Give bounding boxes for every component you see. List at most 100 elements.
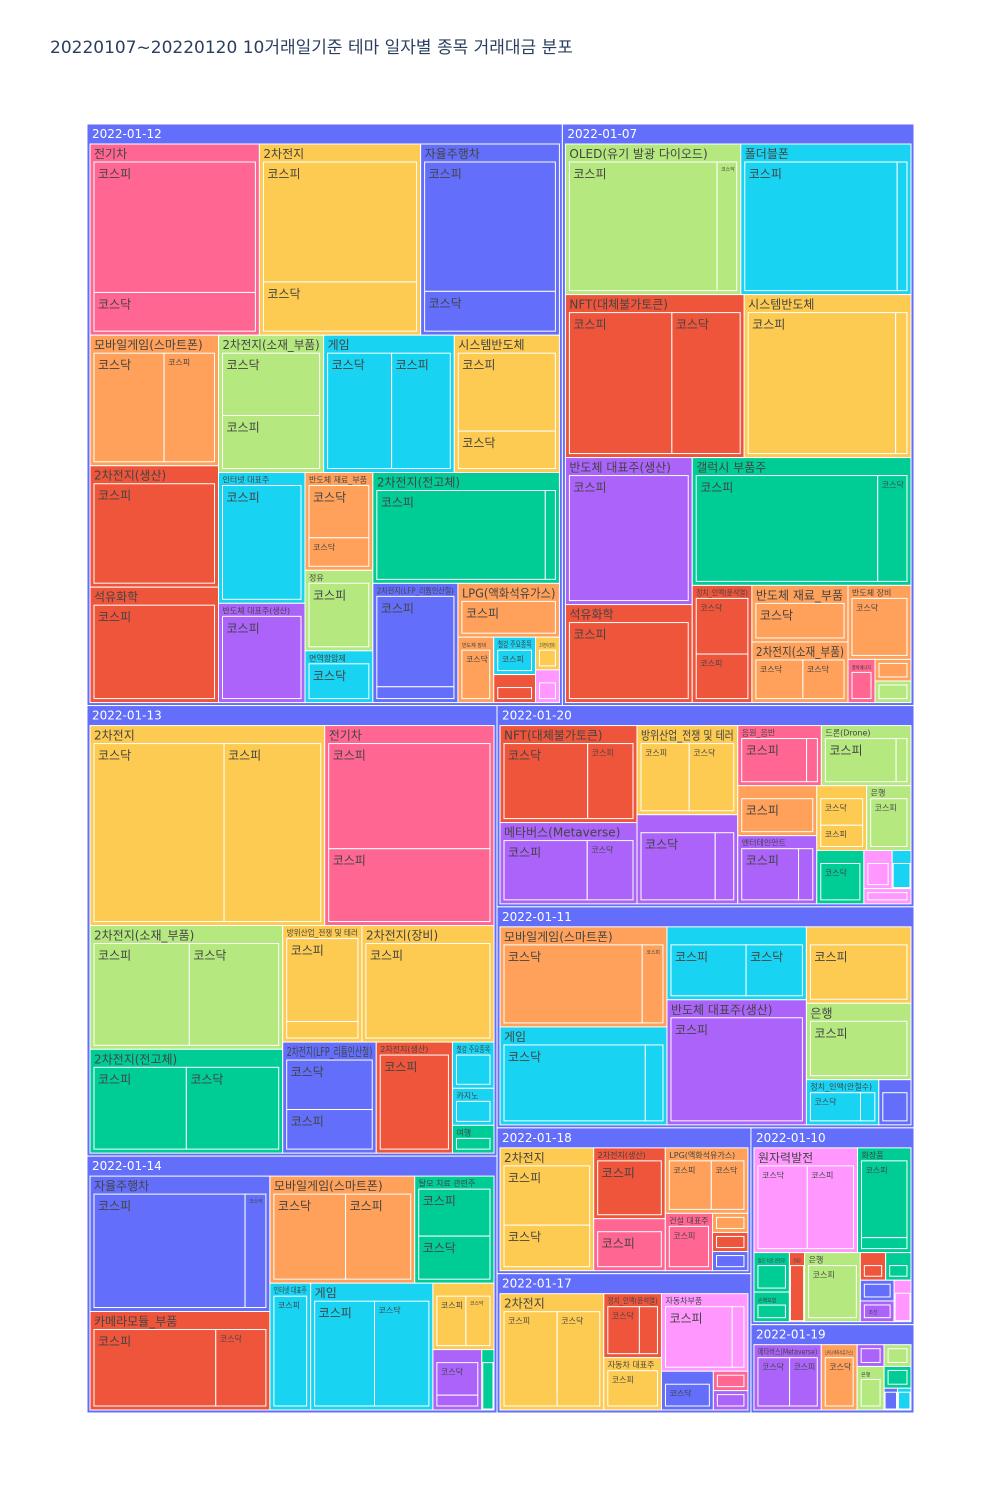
theme-label: 2차전지(소재_부품): [223, 338, 320, 352]
market-tile: [286, 938, 359, 1022]
market-label: 코스피: [508, 1317, 530, 1326]
market-label: 코스피: [228, 749, 261, 763]
market-label: 코스피: [98, 1199, 131, 1213]
market-tile: [482, 1362, 494, 1410]
market-label: 코스피: [573, 481, 606, 495]
theme-label: LPG(액화석유가스): [825, 1350, 853, 1357]
theme-label: 반도체 장비: [852, 587, 891, 597]
theme-label: 인터넷 대표주: [223, 475, 270, 485]
market-tile: [93, 1329, 217, 1407]
theme-label: 2차전지(생산): [598, 1150, 646, 1160]
market-label: 코스피: [814, 1026, 847, 1040]
theme-label: LPG(액화석유가스): [669, 1150, 735, 1160]
market-tile: [93, 1066, 187, 1150]
market-tile: [223, 743, 322, 923]
theme-label: 2차전지: [94, 729, 135, 743]
theme-label: 2차전지(소재_부품): [94, 929, 194, 943]
market-tile: [93, 352, 165, 463]
theme-label: 반도체 재료_부품: [756, 588, 843, 602]
market-tile: [895, 312, 908, 455]
market-label: 코스피: [700, 481, 733, 495]
market-label: 코스피: [98, 1072, 131, 1086]
market-tile: [286, 1020, 359, 1039]
market-label: 코스피: [612, 1376, 634, 1385]
theme-label: 2차전지: [504, 1151, 545, 1165]
market-label: 코스피: [441, 1301, 463, 1310]
day-label: 2022-01-14: [92, 1159, 162, 1173]
market-label: 코스닥: [441, 1367, 464, 1377]
market-label: 코스피: [573, 628, 606, 642]
market-label: 코스피: [381, 496, 414, 510]
market-tile: [860, 1348, 881, 1363]
market-label: 코스피: [673, 1166, 695, 1175]
market-tile: [640, 832, 716, 901]
theme-label: 카메라모듈_부품: [94, 1315, 177, 1329]
market-label: 코스닥: [760, 664, 783, 674]
market-tile: [222, 485, 302, 600]
market-label: 코스피: [267, 167, 300, 181]
theme-label: 석유화학: [569, 608, 613, 622]
market-label: 코스피: [825, 830, 847, 839]
theme-label: 드론(Drone): [825, 729, 870, 738]
market-label: 조선: [868, 1309, 878, 1316]
market-tile: [755, 602, 845, 639]
market-tile: [457, 430, 556, 470]
market-tile: [747, 312, 897, 455]
market-tile: [455, 1100, 491, 1122]
market-tile: [373, 1300, 430, 1407]
market-tile: [889, 1265, 908, 1277]
theme-label: 게임: [504, 1030, 526, 1044]
market-label: 코스피: [278, 1301, 300, 1310]
theme-label: 2차전지(생산): [380, 1044, 428, 1054]
theme-label: 게임: [315, 1286, 337, 1300]
market-label: 코스닥: [508, 1230, 541, 1244]
market-label: 코스피: [333, 854, 366, 868]
theme-label: 2차전지(전고체): [94, 1052, 177, 1066]
market-tile: [586, 840, 634, 901]
market-tile: [457, 352, 556, 432]
market-label: 코스닥: [856, 602, 879, 612]
theme-label: 철강 주요종목: [498, 639, 532, 649]
theme-label: 반도체 재료_부품: [309, 475, 367, 485]
theme-label: 2차전지: [504, 1297, 545, 1311]
theme-label: 건설 대표주: [669, 1215, 708, 1225]
theme-label: 메타버스(Metaverse): [504, 826, 620, 840]
market-tile: [503, 1311, 558, 1407]
market-label: 코스피: [370, 949, 403, 963]
market-tile: [314, 1300, 375, 1407]
market-tile: [376, 595, 455, 688]
market-label: 코스닥: [98, 297, 131, 311]
market-tile: [455, 1137, 491, 1150]
market-tile: [93, 161, 256, 293]
theme-label: 모바일게임(스마트폰): [274, 1179, 383, 1193]
market-tile: [328, 743, 491, 850]
day-label: 2022-01-18: [502, 1131, 572, 1145]
market-label: 코스피: [98, 949, 131, 963]
market-label: 코스피: [592, 749, 614, 758]
market-tile: [503, 1044, 646, 1122]
market-label: 코스닥: [291, 1065, 324, 1079]
market-tile: [379, 1054, 449, 1150]
market-tile: [863, 1283, 891, 1298]
market-label: 코스피: [794, 1363, 816, 1372]
market-label: 코스닥: [423, 1241, 456, 1255]
theme-label: 철강 주요종목: [456, 1044, 490, 1054]
market-label: 코스닥: [470, 1300, 484, 1307]
market-tile: [731, 1306, 745, 1368]
market-label: 코스닥: [227, 358, 260, 372]
market-tile: [273, 1193, 347, 1280]
market-label: 코스닥: [561, 1316, 584, 1326]
theme-label: 탈모 치료 관련주: [758, 1258, 786, 1265]
market-tile: [93, 483, 216, 584]
market-label: 코스피: [813, 1271, 835, 1280]
market-label: 코스피: [291, 944, 324, 958]
market-label: 코스피: [98, 489, 131, 503]
market-label: 코스닥: [378, 1305, 401, 1315]
market-tile: [262, 161, 418, 283]
market-tile: [670, 1017, 803, 1122]
theme-label: 반도체 장비: [462, 642, 487, 649]
market-label: 코스피: [669, 1312, 702, 1326]
market-tile: [568, 622, 689, 700]
market-tile: [716, 1374, 745, 1388]
market-tile: [863, 1304, 891, 1319]
